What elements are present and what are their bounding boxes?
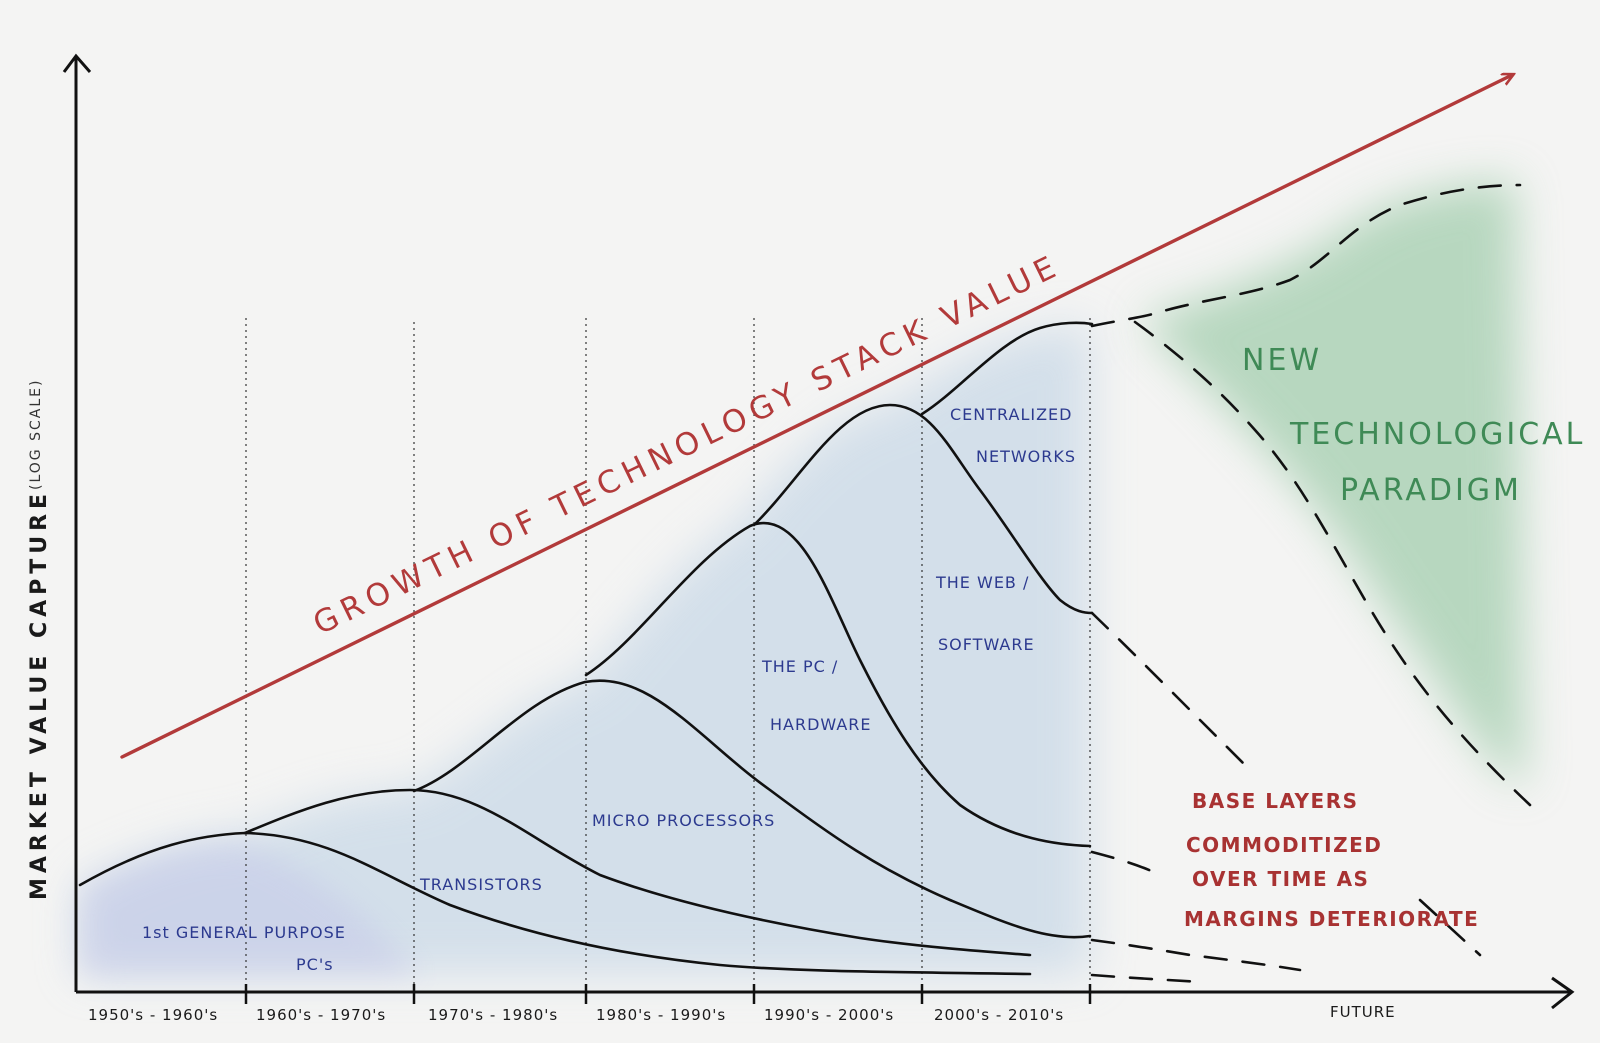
era-label-pc-hardware-2: HARDWARE xyxy=(770,715,872,734)
projection-lower-boundary xyxy=(1133,320,1532,807)
y-axis-arrowhead xyxy=(62,53,92,73)
x-tick-label: 1950's - 1960's xyxy=(88,1006,218,1024)
era-label-transistors: TRANSISTORS xyxy=(419,875,543,894)
era-curves xyxy=(78,321,1094,976)
projection-base-5 xyxy=(1418,898,1482,957)
era-label-general-purpose-pcs: 1st GENERAL PURPOSE xyxy=(142,923,346,942)
x-tick-label: 1980's - 1990's xyxy=(596,1006,726,1024)
new-paradigm-label: NEW TECHNOLOGICAL PARADIGM xyxy=(1242,343,1585,508)
curve-transistors xyxy=(243,788,1032,957)
green-watercolor-wash xyxy=(1140,180,1525,790)
x-axis-arrowhead xyxy=(1551,976,1575,1010)
paradigm-line-2: TECHNOLOGICAL xyxy=(1289,417,1585,452)
x-tick-label: 1970's - 1980's xyxy=(428,1006,558,1024)
x-future-label: FUTURE xyxy=(1330,1003,1396,1021)
era-label-microprocessors: MICRO PROCESSORS xyxy=(592,811,775,830)
blue-watercolor-wash xyxy=(80,325,1090,975)
era-label-centralized-networks-2: NETWORKS xyxy=(976,447,1076,466)
x-tick-label: 2000's - 2010's xyxy=(934,1006,1064,1024)
x-tick-labels: 1950's - 1960's 1960's - 1970's 1970's -… xyxy=(88,1003,1396,1024)
curve-general-purpose-pcs xyxy=(78,831,1032,976)
future-projections xyxy=(1090,183,1532,984)
paradigm-line-3: PARADIGM xyxy=(1340,473,1522,508)
era-label-general-purpose-pcs-2: PC's xyxy=(296,955,334,974)
era-label-web-software: THE WEB / xyxy=(935,573,1029,592)
growth-trend-arrow xyxy=(120,75,1512,759)
era-label-web-software-2: SOFTWARE xyxy=(938,635,1035,654)
x-tick-label: 1960's - 1970's xyxy=(256,1006,386,1024)
paradigm-line-1: NEW xyxy=(1242,343,1322,378)
curve-microprocessors xyxy=(412,679,1092,939)
commoditized-line-2: COMMODITIZED xyxy=(1186,833,1382,857)
commoditized-line-3: OVER TIME AS xyxy=(1192,867,1369,891)
projection-upper-boundary xyxy=(1090,183,1522,328)
projection-base-3 xyxy=(1090,938,1302,972)
purple-watercolor-wash xyxy=(80,844,420,975)
projection-base-4 xyxy=(1090,973,1202,984)
curve-centralized-networks xyxy=(920,321,1094,416)
curve-pc-hardware xyxy=(584,522,1092,848)
y-axis-title: MARKET VALUE CAPTURE xyxy=(27,489,52,900)
commoditized-line-4: MARGINS DETERIORATE xyxy=(1184,907,1479,931)
commoditized-line-1: BASE LAYERS xyxy=(1192,789,1359,813)
commoditization-note: BASE LAYERS COMMODITIZED OVER TIME AS MA… xyxy=(1184,789,1479,931)
curve-web-software xyxy=(752,403,1094,615)
projection-base-1 xyxy=(1090,611,1252,772)
x-tick-label: 1990's - 2000's xyxy=(764,1006,894,1024)
era-label-pc-hardware: THE PC / xyxy=(761,657,838,676)
axes xyxy=(62,53,1575,1010)
y-axis-note: (LOG SCALE) xyxy=(28,379,44,490)
era-dividers xyxy=(245,318,1091,985)
era-labels: 1st GENERAL PURPOSE PC's TRANSISTORS MIC… xyxy=(142,405,1076,974)
projection-base-2 xyxy=(1090,850,1162,877)
era-label-centralized-networks: CENTRALIZED xyxy=(950,405,1072,424)
